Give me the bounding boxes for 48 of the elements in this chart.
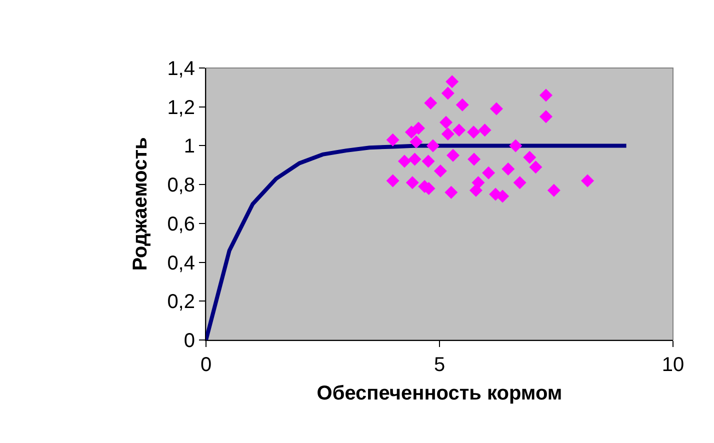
point bbox=[452, 124, 466, 137]
point bbox=[446, 148, 460, 162]
point bbox=[469, 184, 482, 197]
point bbox=[441, 86, 454, 100]
x-tick-label: 0 bbox=[200, 354, 212, 376]
y-axis-title: Роджаемость bbox=[130, 137, 152, 271]
point bbox=[441, 128, 454, 141]
point bbox=[490, 102, 503, 116]
point bbox=[386, 133, 400, 146]
y-tick-label: 0,2 bbox=[167, 291, 195, 314]
y-tick-label: 1,4 bbox=[167, 58, 195, 80]
y-tick-label: 1 bbox=[184, 136, 195, 158]
x-tick-label: 10 bbox=[662, 354, 684, 376]
point bbox=[502, 162, 515, 176]
point bbox=[478, 124, 492, 137]
point bbox=[386, 174, 400, 188]
point bbox=[467, 126, 480, 139]
point bbox=[581, 174, 594, 188]
point bbox=[410, 135, 423, 148]
point bbox=[547, 184, 560, 197]
point bbox=[446, 75, 459, 88]
point bbox=[408, 152, 422, 166]
y-tick-label: 0 bbox=[184, 330, 195, 352]
point bbox=[456, 98, 469, 112]
point bbox=[539, 88, 552, 102]
point bbox=[444, 186, 458, 199]
x-axis-title: Обеспеченность кормом bbox=[316, 382, 562, 404]
point bbox=[529, 160, 542, 174]
point bbox=[406, 176, 419, 190]
point bbox=[424, 96, 438, 110]
point bbox=[523, 150, 536, 164]
point bbox=[496, 190, 510, 203]
point bbox=[539, 110, 552, 124]
point bbox=[398, 154, 411, 168]
point bbox=[412, 122, 425, 135]
point bbox=[509, 139, 522, 152]
x-tick-label: 5 bbox=[434, 354, 446, 376]
point bbox=[513, 176, 526, 190]
y-tick-label: 1,2 bbox=[167, 96, 195, 119]
point bbox=[468, 152, 481, 166]
point bbox=[440, 116, 453, 129]
y-tick-label: 0,4 bbox=[167, 252, 195, 274]
point bbox=[434, 164, 447, 178]
point bbox=[482, 166, 496, 180]
y-tick-label: 0,6 bbox=[167, 213, 195, 236]
y-tick-label: 0,8 bbox=[167, 174, 195, 197]
point bbox=[426, 139, 440, 152]
point bbox=[422, 154, 435, 168]
